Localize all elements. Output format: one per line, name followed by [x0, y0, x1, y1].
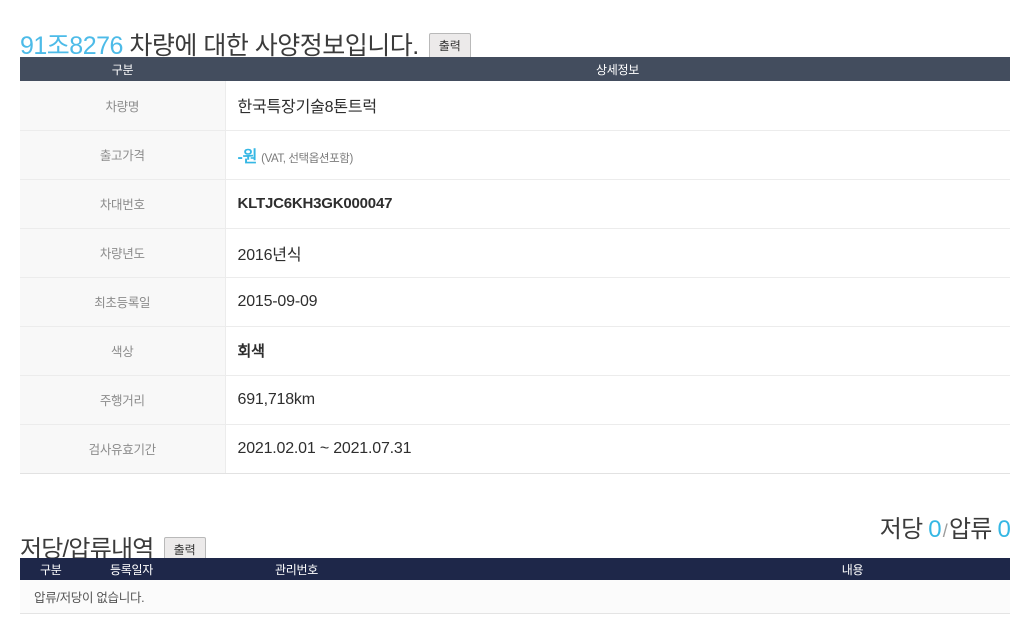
print-spec-button[interactable]: 출력	[428, 33, 471, 60]
spec-label-vehicle-name: 차량명	[20, 81, 226, 131]
lien-section-header: 저당/압류내역 출력 저당 0/압류 0	[20, 516, 1011, 564]
lien-col-content: 내용	[695, 558, 1010, 580]
table-row: 최초등록일 2015-09-09	[20, 277, 1010, 327]
lien-col-register-date: 등록일자	[110, 558, 275, 580]
lien-empty-row: 압류/저당이 없습니다.	[20, 580, 1010, 614]
color-text: 회색	[237, 343, 265, 360]
table-row: 차량년도 2016년식	[20, 228, 1010, 278]
lien-table: 구분 등록일자 관리번호 내용 압류/저당이 없습니다.	[20, 558, 1010, 614]
lien-col-manage-number: 관리번호	[275, 558, 695, 580]
lien-col-category: 구분	[20, 558, 110, 580]
spec-value-inspection-period: 2021.02.01 ~ 2021.07.31	[225, 424, 1010, 474]
lien-counts: 저당 0/압류 0	[879, 516, 1011, 543]
model-year-text: 2016년식	[237, 246, 302, 264]
spec-value-vehicle-name: 한국특장기술8톤트럭	[225, 81, 1010, 131]
spec-label-mileage: 주행거리	[20, 375, 226, 425]
spec-table-header-row: 구분 상세정보	[20, 57, 1010, 81]
table-row: 검사유효기간 2021.02.01 ~ 2021.07.31	[20, 424, 1010, 474]
first-registration-text: 2015-09-09	[237, 292, 318, 310]
vehicle-name-text: 한국특장기술8톤트럭	[237, 99, 378, 117]
lien-table-header-row: 구분 등록일자 관리번호 내용	[20, 558, 1010, 580]
spec-value-mileage: 691,718km	[225, 375, 1010, 425]
spec-value-release-price: -원 (VAT, 선택옵션포함)	[225, 130, 1010, 180]
release-price-text: -원	[237, 148, 258, 166]
table-row: 색상 회색	[20, 326, 1010, 376]
spec-label-color: 색상	[20, 326, 226, 376]
table-row: 주행거리 691,718km	[20, 375, 1010, 425]
table-row: 차량명 한국특장기술8톤트럭	[20, 81, 1010, 131]
spec-label-model-year: 차량년도	[20, 228, 226, 278]
page-title: 91조8276 차량에 대한 사양정보입니다.	[20, 31, 419, 61]
release-price-note: (VAT, 선택옵션포함)	[261, 152, 353, 165]
spec-value-color: 회색	[225, 326, 1010, 376]
mortgage-count-label: 저당	[879, 516, 923, 543]
mileage-text: 691,718km	[237, 390, 316, 408]
spec-label-inspection-period: 검사유효기간	[20, 424, 226, 474]
spec-col-category: 구분	[20, 57, 225, 81]
table-row: 차대번호 KLTJC6KH3GK000047	[20, 179, 1010, 229]
spec-col-detail: 상세정보	[225, 57, 1010, 81]
spec-label-vin: 차대번호	[20, 179, 226, 229]
spec-table: 구분 상세정보 차량명 한국특장기술8톤트럭 출고가격 -원 (VAT, 선택옵션…	[20, 57, 1010, 474]
page-title-suffix: 차량에 대한 사양정보입니다.	[122, 31, 419, 60]
table-row: 출고가격 -원 (VAT, 선택옵션포함)	[20, 130, 1010, 180]
spec-value-first-registration: 2015-09-09	[225, 277, 1010, 327]
inspection-period-text: 2021.02.01 ~ 2021.07.31	[237, 439, 412, 457]
spec-value-model-year: 2016년식	[225, 228, 1010, 278]
seizure-count-label: 압류	[949, 516, 992, 543]
counts-separator: /	[942, 521, 948, 541]
lien-empty-message: 압류/저당이 없습니다.	[20, 580, 1010, 614]
vin-text: KLTJC6KH3GK000047	[237, 194, 393, 212]
mortgage-count-value: 0	[928, 516, 941, 543]
spec-label-release-price: 출고가격	[20, 130, 226, 180]
seizure-count-value: 0	[997, 516, 1010, 543]
plate-number: 91조8276	[20, 31, 123, 60]
spec-label-first-registration: 최초등록일	[20, 277, 226, 327]
spec-value-vin: KLTJC6KH3GK000047	[225, 179, 1010, 229]
spec-title-row: 91조8276 차량에 대한 사양정보입니다. 출력	[20, 16, 471, 77]
